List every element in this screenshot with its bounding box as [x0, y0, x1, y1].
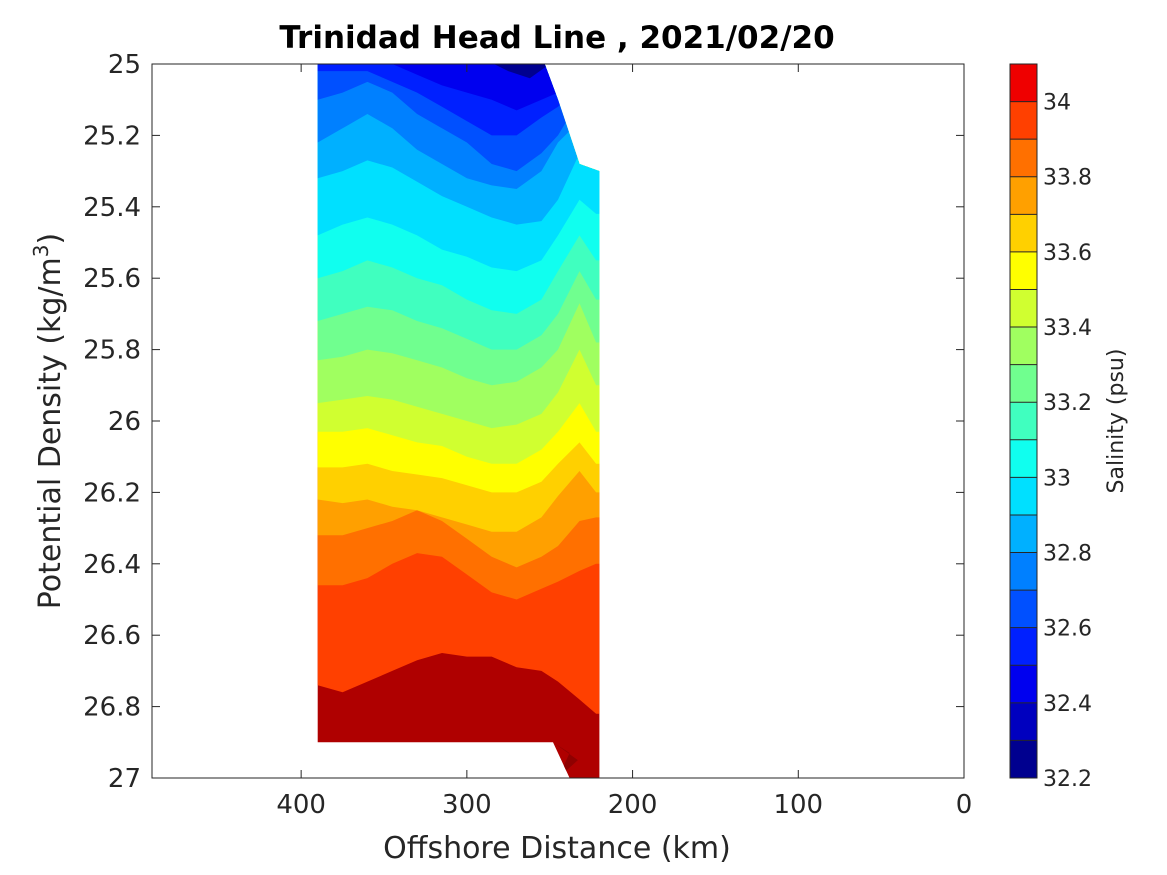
colorbar-segment [1010, 327, 1037, 366]
colorbar-tick-label: 32.4 [1043, 692, 1092, 717]
y-axis-label: Potential Density (kg/m3) [29, 233, 68, 609]
band-32.2 [466, 64, 550, 79]
colorbar-segment [1010, 176, 1037, 215]
x-tick-label: 200 [608, 790, 658, 820]
y-tick-label: 25.6 [83, 264, 141, 294]
contour-fill-layer [317, 64, 600, 778]
y-tick-label: 25.4 [83, 193, 141, 223]
chart-title: Trinidad Head Line , 2021/02/20 [279, 20, 834, 56]
x-tick-label: 300 [442, 790, 492, 820]
colorbar-segment [1010, 590, 1037, 629]
colorbar-segment [1010, 101, 1037, 140]
colorbar-segment [1010, 514, 1037, 554]
colorbar-segment [1010, 139, 1037, 178]
y-tick-label: 26 [108, 407, 141, 437]
colorbar-segment [1010, 251, 1037, 290]
y-tick-label: 25.8 [83, 336, 141, 366]
colorbar-tick-label: 33.8 [1043, 166, 1092, 191]
y-axis-label-close: ) [33, 233, 68, 245]
colorbar-segment [1010, 64, 1037, 103]
x-axis-ticks: 400 300 200 100 0 [276, 64, 972, 820]
colorbar [1009, 63, 1038, 779]
colorbar-tick-label: 34 [1043, 91, 1071, 116]
y-tick-label: 26.8 [83, 693, 141, 723]
colorbar-segment [1010, 364, 1037, 403]
y-tick-label: 26.4 [83, 550, 141, 580]
colorbar-tick-label: 32.8 [1043, 542, 1092, 567]
colorbar-tick-label: 32.2 [1043, 767, 1092, 792]
colorbar-label: Salinity (psu) [1104, 349, 1129, 494]
colorbar-tick-label: 33 [1043, 466, 1071, 491]
colorbar-tick-label: 33.4 [1043, 316, 1092, 341]
x-tick-label: 400 [276, 790, 326, 820]
colorbar-segment [1010, 552, 1037, 591]
colorbar-tick-label: 32.6 [1043, 617, 1092, 642]
colorbar-tick-label: 33.2 [1043, 391, 1092, 416]
colorbar-segment [1010, 740, 1037, 779]
y-axis-label-superscript: 3 [29, 244, 53, 257]
colorbar-segment [1010, 439, 1037, 478]
y-axis-label-main: Potential Density (kg/m [33, 257, 68, 609]
y-tick-label: 25.2 [83, 121, 141, 151]
x-tick-label: 0 [956, 790, 973, 820]
colorbar-tick-label: 33.6 [1043, 241, 1092, 266]
y-tick-label: 25 [108, 50, 141, 80]
y-tick-label: 27 [108, 764, 141, 794]
y-tick-label: 26.2 [83, 478, 141, 508]
colorbar-segment [1010, 627, 1037, 666]
colorbar-segment [1010, 477, 1037, 516]
colorbar-segment [1010, 665, 1037, 704]
section-region [317, 64, 600, 778]
colorbar-segment [1010, 214, 1037, 253]
colorbar-segment [1010, 289, 1037, 328]
colorbar-ticks: 32.2 32.4 32.6 32.8 33 33.2 33.4 33.6 33.8 34 [1010, 63, 1092, 792]
colorbar-segment [1010, 702, 1037, 741]
colorbar-segment [1010, 402, 1037, 441]
y-tick-label: 26.6 [83, 621, 141, 651]
y-axis-ticks: 25 25.2 25.4 25.6 25.8 26 26.2 26.4 26.6 26.8 27 [83, 50, 964, 794]
x-tick-label: 100 [773, 790, 823, 820]
x-axis-label: Offshore Distance (km) [383, 831, 731, 866]
